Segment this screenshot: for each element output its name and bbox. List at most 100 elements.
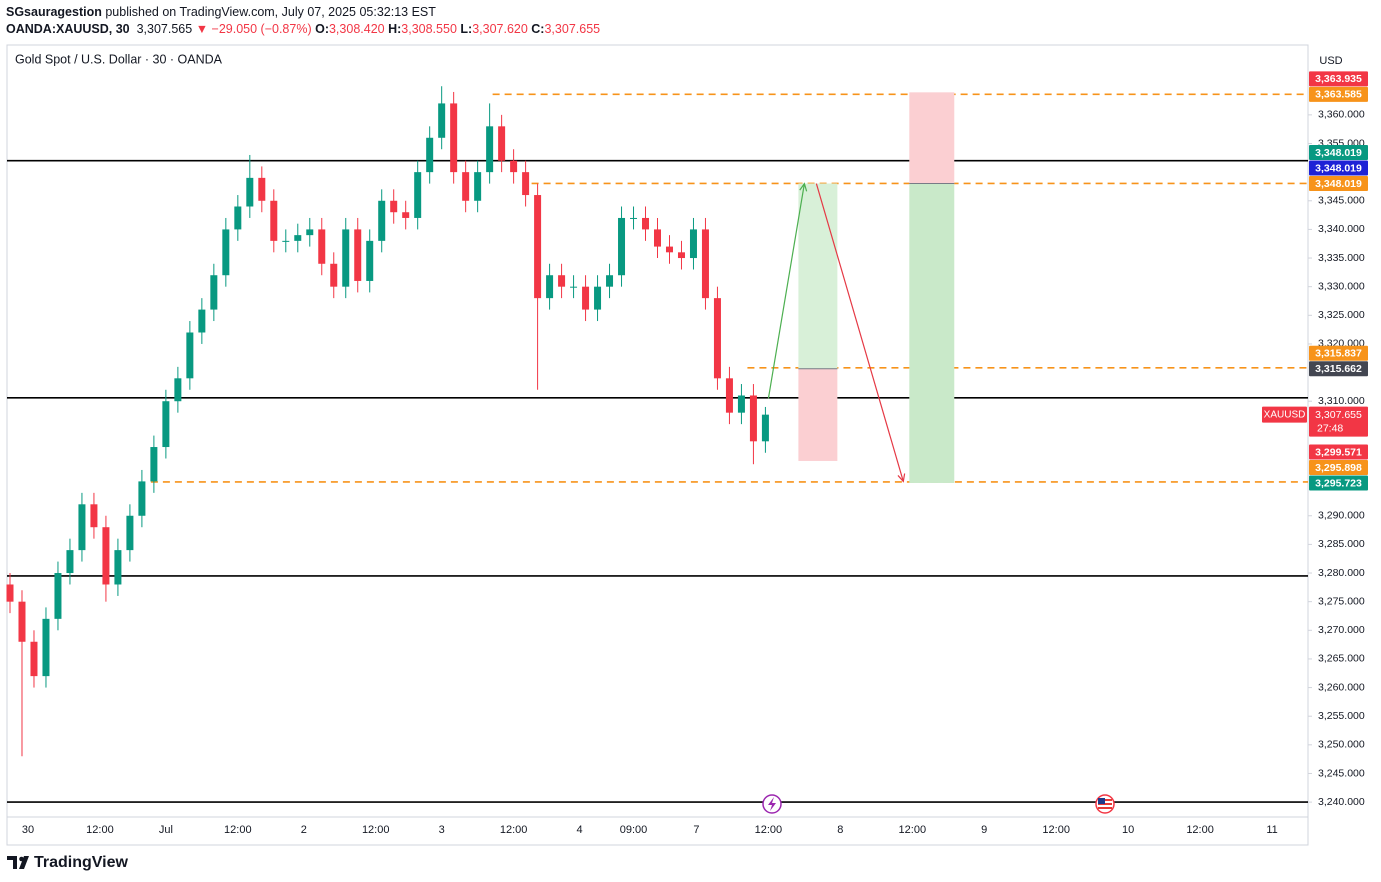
candle-body [138, 481, 146, 516]
candle-body [737, 395, 745, 413]
candle-body [630, 217, 638, 219]
candle-body [522, 172, 530, 196]
last-price-label: 3,307.655 [1315, 409, 1362, 421]
candle-body [761, 414, 769, 442]
ohlc-key: C: [531, 22, 545, 36]
candle-body [54, 573, 62, 619]
chart-title: Gold Spot / U.S. Dollar · 30 · OANDA [15, 52, 223, 66]
candle-body [270, 200, 278, 241]
candle-body [594, 286, 602, 310]
candle-body [534, 195, 542, 299]
candle-body [162, 401, 170, 448]
ohlc-value: 3,308.550 [401, 22, 457, 36]
x-tick-label: 4 [576, 824, 582, 836]
arrow-head [897, 473, 906, 483]
x-tick-label: 09:00 [620, 824, 648, 836]
candle-body [30, 641, 38, 677]
candle-body [294, 235, 302, 241]
candle-body [713, 298, 721, 379]
arrow [815, 183, 904, 482]
candle-body [414, 172, 422, 218]
price-tag [1309, 444, 1368, 460]
ohlc-key: O: [315, 22, 329, 36]
price-tag-label: 3,363.585 [1315, 89, 1362, 101]
x-tick-label: 12:00 [224, 824, 252, 836]
candle-body [210, 275, 218, 310]
price-tag [1309, 345, 1368, 361]
price-tag-label: 3,295.723 [1315, 477, 1362, 489]
x-tick-label: 12:00 [362, 824, 390, 836]
candle-body [6, 584, 14, 602]
candle-body [306, 229, 314, 236]
ohlc-value: 3,307.655 [544, 22, 601, 36]
candle-body [42, 618, 50, 677]
x-tick-label: 10 [1122, 824, 1134, 836]
candle-body [642, 217, 650, 230]
us-flag-icon[interactable] [1095, 794, 1115, 814]
x-tick-label: 2 [301, 824, 307, 836]
candle-body [330, 263, 338, 287]
axes: 30 12:00 Jul 12:00 2 12:00 3 12:00 4 09:00 7 12:00 8… [22, 71, 1368, 836]
candle-body [366, 240, 374, 281]
candle-body [510, 160, 518, 173]
candle-body [258, 177, 266, 201]
candle-body [486, 126, 494, 173]
y-tick-label: 3,240.000 [1318, 796, 1365, 808]
y-tick-label: 3,330.000 [1318, 280, 1365, 292]
logo: TradingView [7, 854, 129, 871]
x-tick-label: 3 [439, 824, 445, 836]
candle-body [606, 275, 614, 287]
price-tag-label: 3,363.935 [1315, 73, 1362, 85]
price-tag [1309, 86, 1368, 102]
x-tick-label: 12:00 [755, 824, 783, 836]
candle-body [558, 275, 566, 287]
candle-body [438, 103, 446, 138]
symbol: OANDA:XAUUSD, 30 [6, 22, 130, 36]
price-tag [1309, 475, 1368, 491]
candle-body [474, 172, 482, 201]
x-tick-label: 11 [1266, 824, 1277, 836]
stop-zone [798, 368, 838, 461]
candle-body [402, 212, 410, 218]
last: 3,307.565 [136, 22, 193, 36]
x-tick-label: 8 [837, 824, 843, 836]
candle-body [725, 378, 733, 413]
header: SGsauragestion published on TradingView.… [6, 4, 600, 38]
y-tick-label: 3,270.000 [1318, 624, 1365, 636]
y-tick-label: 3,285.000 [1318, 538, 1365, 550]
publish-line: SGsauragestion published on TradingView.… [6, 4, 600, 21]
logo-dot [19, 856, 24, 862]
y-tick-label: 3,280.000 [1318, 567, 1365, 579]
candle-body [18, 601, 26, 642]
arrow-head [799, 182, 808, 192]
flag-canton [1098, 798, 1105, 804]
marks [6, 86, 1308, 803]
symbol-label: XAUUSD [1264, 409, 1306, 420]
y-tick-label: 3,335.000 [1318, 252, 1365, 264]
candle-body [234, 206, 242, 230]
candle-body [426, 137, 434, 173]
candle-body [677, 252, 685, 259]
candle-body [246, 177, 254, 207]
candle-body [498, 126, 506, 161]
price-tag [1309, 144, 1368, 160]
ohlc: O:3,308.420 H:3,308.550 L:3,307.620 C:3,… [315, 22, 600, 36]
price-tag-label: 3,315.662 [1315, 363, 1362, 375]
arrow [767, 183, 805, 399]
candle-body [654, 229, 661, 247]
x-tick-label: Jul [159, 824, 173, 836]
candle-body [342, 229, 350, 287]
x-tick-label: 30 [22, 824, 34, 836]
target-zone [909, 183, 955, 483]
candle-body [102, 527, 110, 585]
candle-body [450, 103, 458, 173]
candle-body [282, 240, 290, 242]
event-icon[interactable] [762, 794, 782, 814]
candle-body [689, 229, 697, 259]
candle-body [66, 550, 74, 574]
price-tag [1309, 160, 1368, 176]
candle-body [582, 286, 590, 310]
candle-body [198, 309, 206, 333]
price-tag-label: 3,315.837 [1315, 348, 1362, 360]
